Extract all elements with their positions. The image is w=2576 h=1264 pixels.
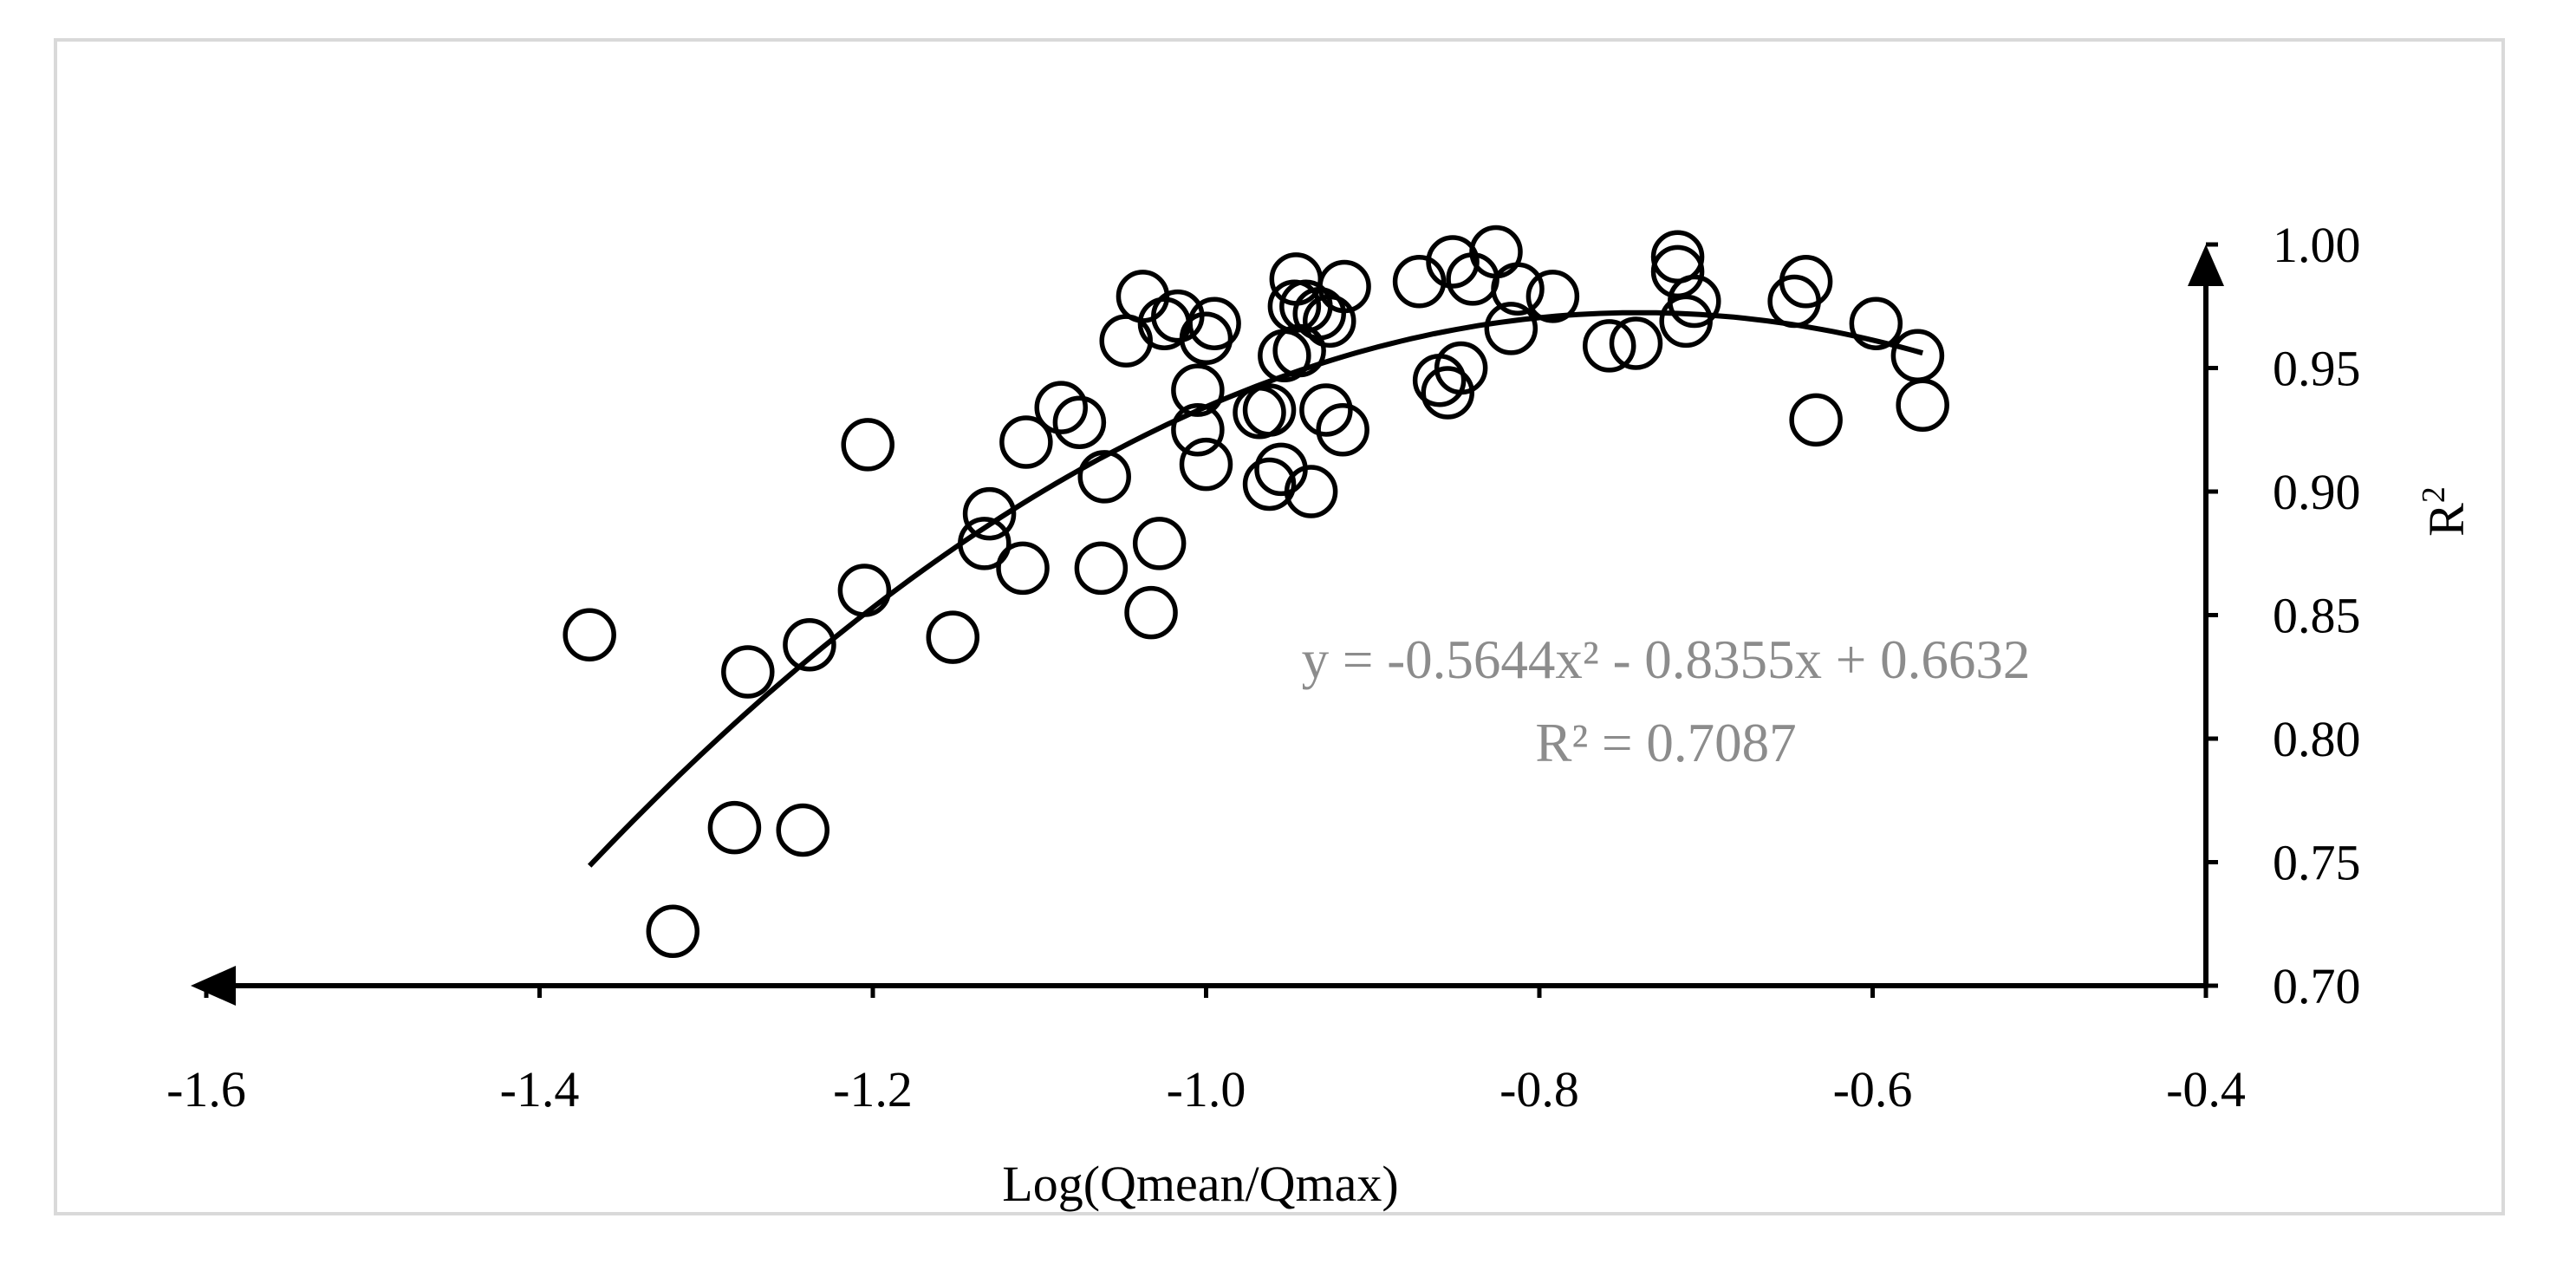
data-point	[999, 415, 1053, 469]
data-point	[1284, 465, 1338, 518]
data-point	[996, 541, 1050, 596]
x-axis-arrowhead	[191, 966, 236, 1006]
y-tick-label: 0.70	[2273, 958, 2361, 1014]
data-point	[1233, 386, 1286, 440]
data-point	[1779, 255, 1833, 309]
data-point	[1303, 294, 1356, 349]
chart-frame	[54, 38, 2505, 1215]
data-point	[1609, 316, 1663, 370]
data-point	[1242, 457, 1297, 511]
x-tick-label: -1.4	[500, 1061, 580, 1117]
data-point	[1132, 517, 1187, 570]
y-tick-label: 0.75	[2273, 835, 2361, 891]
x-tick-label: -1.2	[833, 1061, 913, 1117]
tick-marks	[204, 242, 2218, 998]
data-point	[1269, 252, 1324, 306]
y-axis-title-superscript: 2	[2416, 486, 2452, 503]
data-point	[1171, 403, 1225, 457]
y-tick-label: 0.90	[2273, 464, 2361, 520]
trendline-r2: R² = 0.7087	[1535, 713, 1796, 773]
data-point	[1187, 296, 1241, 350]
data-point	[1242, 383, 1297, 437]
y-tick-label: 0.80	[2273, 711, 2361, 767]
data-point	[1299, 383, 1353, 437]
data-point	[1426, 235, 1480, 289]
data-point	[1849, 296, 1903, 350]
data-point	[1434, 341, 1488, 395]
data-point	[1052, 395, 1107, 449]
x-tick-label: -1.6	[166, 1061, 246, 1117]
data-point	[783, 617, 836, 672]
x-tick-label: -0.6	[1833, 1061, 1913, 1117]
x-tick-label: -0.8	[1499, 1061, 1579, 1117]
y-axis-title-base: R	[2418, 503, 2475, 537]
data-point	[1077, 450, 1131, 504]
data-point	[841, 418, 894, 472]
y-tick-label: 1.00	[2273, 217, 2361, 273]
trendline-group	[588, 309, 1924, 868]
data-point	[1317, 259, 1371, 314]
y-tick-label: 0.95	[2273, 341, 2361, 397]
axes	[191, 244, 2224, 1006]
data-point	[1267, 279, 1322, 333]
data-point	[1525, 270, 1580, 323]
data-point	[1316, 403, 1369, 457]
data-point	[962, 486, 1017, 541]
data-point	[1171, 363, 1225, 417]
data-point	[958, 517, 1012, 570]
data-point	[721, 645, 775, 699]
x-axis-title: Log(Qmean/Qmax)	[1002, 1156, 1398, 1212]
data-point	[1124, 585, 1178, 640]
data-points	[563, 225, 1949, 959]
data-point	[1179, 437, 1233, 492]
y-tick-labels: 0.70 0.75 0.80 0.85 0.90 0.95 1.00	[2273, 217, 2361, 1014]
data-point	[646, 904, 700, 959]
data-point	[1034, 381, 1088, 434]
data-point	[1099, 314, 1153, 368]
data-point	[1491, 262, 1545, 316]
data-point	[563, 608, 616, 662]
x-tick-label: -0.4	[2166, 1061, 2246, 1117]
data-point	[1582, 319, 1636, 373]
data-point	[1179, 311, 1233, 366]
y-axis-arrowhead	[2188, 244, 2224, 286]
x-tick-label: -1.0	[1167, 1061, 1246, 1117]
data-point	[707, 800, 762, 855]
y-tick-label: 0.85	[2273, 588, 2361, 644]
data-point	[837, 564, 892, 617]
data-point	[1421, 366, 1475, 420]
data-point	[1789, 393, 1843, 447]
data-point	[1890, 329, 1945, 382]
data-point	[1896, 378, 1949, 432]
y-axis-title: R2	[2416, 486, 2475, 537]
data-point	[926, 610, 980, 664]
data-point	[1392, 255, 1447, 309]
data-point	[1668, 274, 1721, 329]
trendline-equation: y = -0.5644x² - 0.8355x + 0.6632	[1302, 629, 2031, 690]
data-point	[776, 803, 830, 857]
trendline	[588, 309, 1924, 868]
data-point	[1074, 541, 1129, 596]
data-point	[1484, 302, 1538, 355]
x-tick-labels: -1.6 -1.4 -1.2 -1.0 -0.8 -0.6 -0.4	[166, 1061, 2246, 1117]
